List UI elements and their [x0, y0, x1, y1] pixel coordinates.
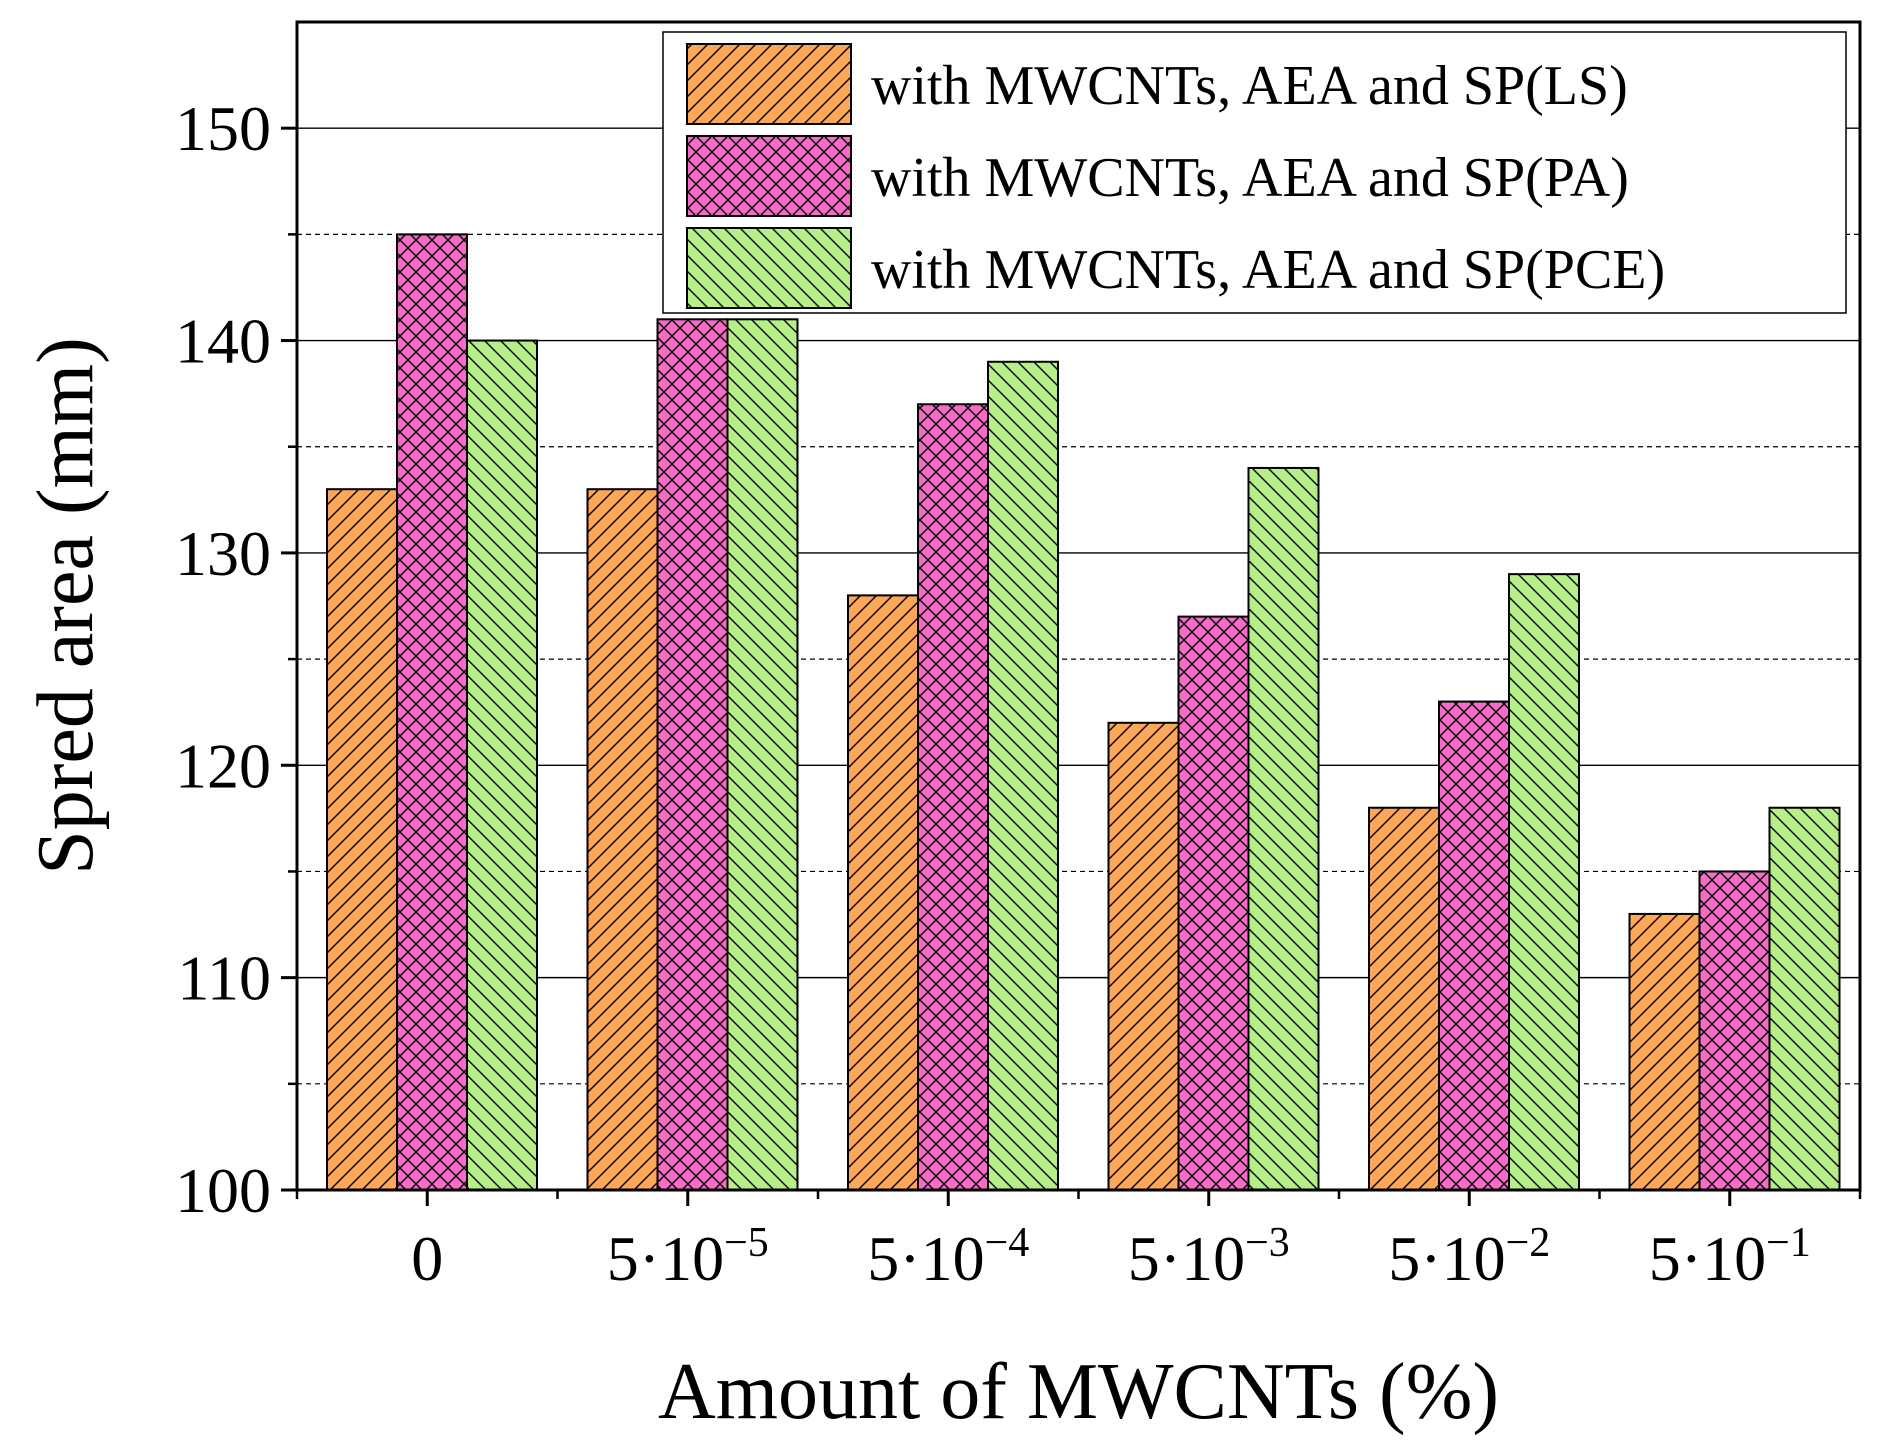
y-tick-label: 110: [177, 943, 271, 1014]
legend-label: with MWCNTs, AEA and SP(PCE): [871, 239, 1665, 301]
bar-hatch: [586, 488, 659, 1191]
legend-item: with MWCNTs, AEA and SP(PA): [686, 135, 1629, 217]
y-tick-label: 150: [175, 93, 271, 164]
y-tick-label: 130: [175, 518, 271, 589]
bar-hatch: [1628, 912, 1701, 1191]
bar-hatch: [466, 339, 538, 1191]
bar: [1368, 806, 1440, 1192]
bar: [1107, 721, 1180, 1191]
bar-hatch: [1107, 721, 1180, 1191]
bar: [586, 488, 659, 1191]
bar-hatch: [917, 403, 989, 1192]
legend-swatch: [686, 135, 852, 217]
bar: [1177, 615, 1250, 1191]
x-tick-label: 5·10−1: [1649, 1220, 1811, 1294]
x-tick-label: 0: [411, 1223, 443, 1294]
bar: [987, 360, 1059, 1192]
y-tick-label: 100: [175, 1155, 271, 1226]
legend-box: [662, 31, 1847, 314]
bar-hatch: [1698, 870, 1771, 1191]
bar-hatch: [396, 233, 468, 1191]
legend-item: with MWCNTs, AEA and SP(LS): [686, 43, 1628, 125]
y-axis-title: Spred area (mm): [22, 337, 110, 875]
bar: [656, 318, 729, 1191]
bar-hatch: [726, 318, 799, 1191]
legend-label: with MWCNTs, AEA and SP(PA): [871, 147, 1629, 209]
legend-swatch: [686, 227, 852, 309]
x-tick-label: 5·10−5: [607, 1220, 769, 1294]
bar: [396, 233, 468, 1191]
bar: [1438, 700, 1510, 1192]
x-axis-title: Amount of MWCNTs (%): [658, 1348, 1499, 1436]
bar-hatch: [1177, 615, 1250, 1191]
bar: [1247, 466, 1320, 1191]
bar-hatch: [987, 360, 1059, 1192]
y-tick-label: 120: [175, 730, 271, 801]
legend-swatch: [686, 43, 852, 125]
axes: 100 110 120 130 140 150 0 5·10−5 5·10−4 5·10−3 5·1…: [175, 93, 1862, 1294]
bar: [917, 403, 989, 1192]
bar-hatch: [1247, 466, 1320, 1191]
bar: [1698, 870, 1771, 1191]
bar: [1628, 912, 1701, 1191]
bar-hatch: [1368, 806, 1440, 1192]
legend-item: with MWCNTs, AEA and SP(PCE): [686, 227, 1665, 309]
bars: [326, 233, 1841, 1192]
bar-hatch: [656, 318, 729, 1191]
bar: [326, 488, 398, 1191]
bar: [466, 339, 538, 1191]
bar-hatch: [847, 594, 919, 1191]
bar-hatch: [1508, 573, 1580, 1191]
bar: [1768, 806, 1841, 1192]
bar: [726, 318, 799, 1191]
bar-hatch: [1438, 700, 1510, 1192]
bar-hatch: [326, 488, 398, 1191]
x-tick-label: 5·10−2: [1388, 1220, 1550, 1294]
legend-label: with MWCNTs, AEA and SP(LS): [871, 55, 1628, 117]
x-tick-label: 5·10−4: [867, 1220, 1029, 1294]
bar-hatch: [1768, 806, 1841, 1192]
bar: [1508, 573, 1580, 1191]
bar: [847, 594, 919, 1191]
y-tick-label: 140: [175, 306, 271, 377]
legend: with MWCNTs, AEA and SP(LS) with MWCNTs, …: [662, 31, 1847, 314]
x-tick-label: 5·10−3: [1128, 1220, 1290, 1294]
